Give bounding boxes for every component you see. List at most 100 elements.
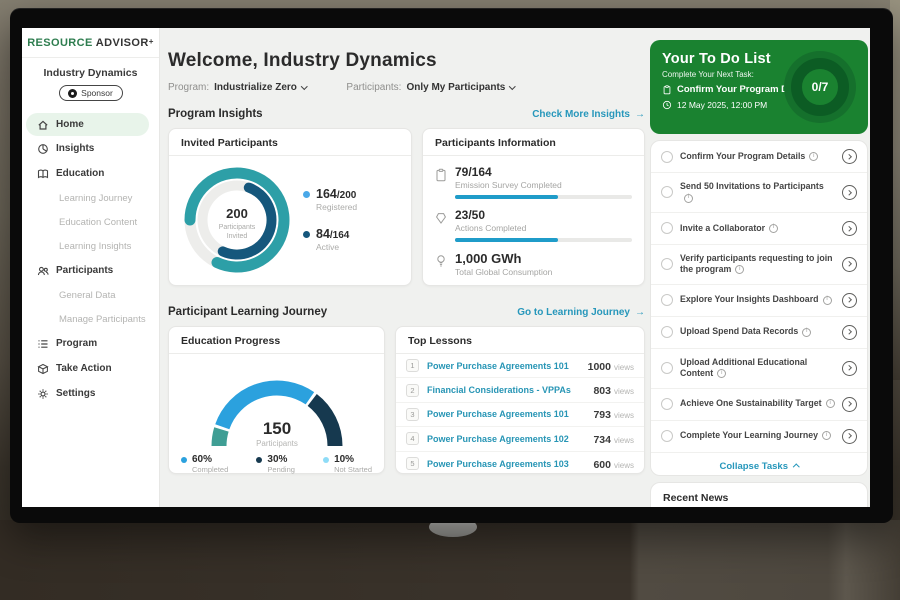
education-progress-card: Education Progress 150 Participants 60% Co… xyxy=(168,326,385,474)
lesson-rank: 2 xyxy=(406,383,419,397)
task-label: Upload Spend Data Records xyxy=(680,326,835,337)
task-label: Upload Additional Educational Content xyxy=(680,357,835,380)
go-to-learning-journey-link[interactable]: Go to Learning Journey xyxy=(517,307,645,318)
task-checkbox[interactable] xyxy=(661,430,673,443)
task-open-button[interactable] xyxy=(842,149,857,164)
lesson-views: 600 views xyxy=(593,455,634,473)
todo-task-row[interactable]: Upload Additional Educational Content xyxy=(651,349,867,389)
lesson-title-link[interactable]: Power Purchase Agreements 103 xyxy=(427,458,569,469)
todo-task-row[interactable]: Complete Your Learning Journey xyxy=(651,421,867,453)
lesson-title-link[interactable]: Power Purchase Agreements 102 xyxy=(427,433,569,444)
info-icon[interactable] xyxy=(825,399,835,409)
app-logo: RESOURCE ADVISOR+ xyxy=(22,28,159,58)
invited-participants-title: Invited Participants xyxy=(169,129,411,156)
todo-summary-card: Your To Do List Complete Your Next Task:… xyxy=(650,40,868,134)
logo-part-2: ADVISOR xyxy=(95,37,149,49)
lesson-views-count: 803 xyxy=(593,385,611,398)
task-checkbox[interactable] xyxy=(661,150,673,163)
sidebar-item-general-data[interactable]: General Data xyxy=(22,283,159,307)
task-open-button[interactable] xyxy=(842,220,857,236)
lesson-title-link[interactable]: Power Purchase Agreements 101 xyxy=(427,409,569,420)
todo-task-row[interactable]: Confirm Your Program Details xyxy=(651,141,867,173)
sidebar-item-label: Education xyxy=(56,168,105,179)
lesson-views-count: 734 xyxy=(593,433,611,446)
sidebar-item-settings[interactable]: Settings xyxy=(22,381,159,406)
sidebar-item-learning-insights[interactable]: Learning Insights xyxy=(22,234,159,258)
task-open-button[interactable] xyxy=(842,396,857,412)
legend-label: Registered xyxy=(316,201,358,212)
info-icon[interactable] xyxy=(822,431,832,441)
task-open-button[interactable] xyxy=(842,428,857,444)
task-label: Complete Your Learning Journey xyxy=(680,430,835,441)
task-open-button[interactable] xyxy=(842,256,857,272)
info-icon[interactable] xyxy=(822,295,832,305)
todo-task-row[interactable]: Upload Spend Data Records xyxy=(651,317,867,349)
logo-plus: + xyxy=(148,37,154,46)
task-label: Verify participants requesting to join t… xyxy=(680,253,835,276)
task-open-button[interactable] xyxy=(842,324,857,340)
program-filter-dropdown[interactable]: Program: Industrialize Zero xyxy=(168,82,308,93)
task-label: Achieve One Sustainability Target xyxy=(680,398,835,409)
chevron-right-icon xyxy=(845,329,852,335)
todo-title: Your To Do List xyxy=(662,51,771,67)
info-icon[interactable] xyxy=(684,193,693,203)
sidebar-item-education[interactable]: Education xyxy=(22,161,159,186)
info-icon[interactable] xyxy=(735,265,745,275)
task-open-button[interactable] xyxy=(842,184,857,200)
sidebar-item-learning-journey[interactable]: Learning Journey xyxy=(22,186,159,210)
education-progress-legend: 60% Completed 30% Pending 10% Not Started xyxy=(169,452,384,474)
sidebar-item-program[interactable]: Program xyxy=(22,331,159,356)
task-checkbox[interactable] xyxy=(661,258,673,271)
task-checkbox[interactable] xyxy=(661,362,673,375)
legend-dot-icon xyxy=(256,457,263,463)
sidebar-item-participants[interactable]: Participants xyxy=(22,258,159,283)
task-checkbox[interactable] xyxy=(661,398,673,411)
lesson-views-suffix: views xyxy=(613,460,634,470)
lesson-title-link[interactable]: Power Purchase Agreements 101 xyxy=(427,360,569,371)
task-checkbox[interactable] xyxy=(661,222,673,235)
sidebar-item-take-action[interactable]: Take Action xyxy=(22,356,159,381)
info-icon[interactable] xyxy=(802,327,812,337)
participants-filter-dropdown[interactable]: Participants: Only My Participants xyxy=(346,82,516,93)
todo-task-row[interactable]: Invite a Collaborator xyxy=(651,213,867,245)
task-checkbox[interactable] xyxy=(661,294,673,307)
sidebar-item-label: Learning Insights xyxy=(59,240,132,252)
learning-journey-title: Participant Learning Journey xyxy=(168,306,328,318)
task-checkbox[interactable] xyxy=(661,186,673,199)
todo-task-row[interactable]: Achieve One Sustainability Target xyxy=(651,389,867,421)
settings-icon xyxy=(37,388,49,400)
todo-task-row[interactable]: Verify participants requesting to join t… xyxy=(651,245,867,285)
task-open-button[interactable] xyxy=(842,360,857,376)
legend-dot-icon xyxy=(303,190,310,198)
collapse-tasks-link[interactable]: Collapse Tasks xyxy=(651,453,867,475)
sponsor-badge-label: Sponsor xyxy=(81,88,113,98)
info-icon[interactable] xyxy=(717,369,727,379)
invited-legend: 164/200 Registered 84/164 Active xyxy=(303,187,357,252)
clock-icon xyxy=(662,100,672,110)
lesson-views: 793 views xyxy=(593,405,634,423)
lesson-views: 803 views xyxy=(593,381,634,399)
background-right-edge xyxy=(890,0,900,380)
recent-news-card: Recent News xyxy=(650,482,868,507)
task-checkbox[interactable] xyxy=(661,326,673,339)
info-icon[interactable] xyxy=(769,223,779,233)
todo-task-row[interactable]: Explore Your Insights Dashboard xyxy=(651,285,867,317)
sidebar-item-home[interactable]: Home xyxy=(26,113,149,136)
sidebar-item-education-content[interactable]: Education Content xyxy=(22,210,159,234)
chevron-down-icon xyxy=(300,83,308,90)
education-progress-title: Education Progress xyxy=(169,327,384,354)
lesson-title-link[interactable]: Financial Considerations - VPPAs xyxy=(427,385,571,396)
stat-label: Emission Survey Completed xyxy=(455,180,562,190)
lesson-row: 3 Power Purchase Agreements 101 793 views xyxy=(396,403,644,428)
legend-label: Completed xyxy=(192,465,229,474)
check-more-insights-link[interactable]: Check More Insights xyxy=(532,109,645,120)
task-open-button[interactable] xyxy=(842,292,857,308)
todo-task-row[interactable]: Send 50 Invitations to Participants xyxy=(651,173,867,213)
progress-bar-fill xyxy=(455,195,558,199)
sidebar-item-insights[interactable]: Insights xyxy=(22,136,159,161)
info-icon[interactable] xyxy=(809,151,819,161)
sponsor-badge[interactable]: Sponsor xyxy=(58,85,123,101)
sidebar-item-manage-participants[interactable]: Manage Participants xyxy=(22,307,159,331)
participants-information-body: 79/164 Emission Survey Completed 23/50 Acti… xyxy=(423,156,644,277)
gauge-legend-item: 10% Not Started xyxy=(323,454,372,474)
